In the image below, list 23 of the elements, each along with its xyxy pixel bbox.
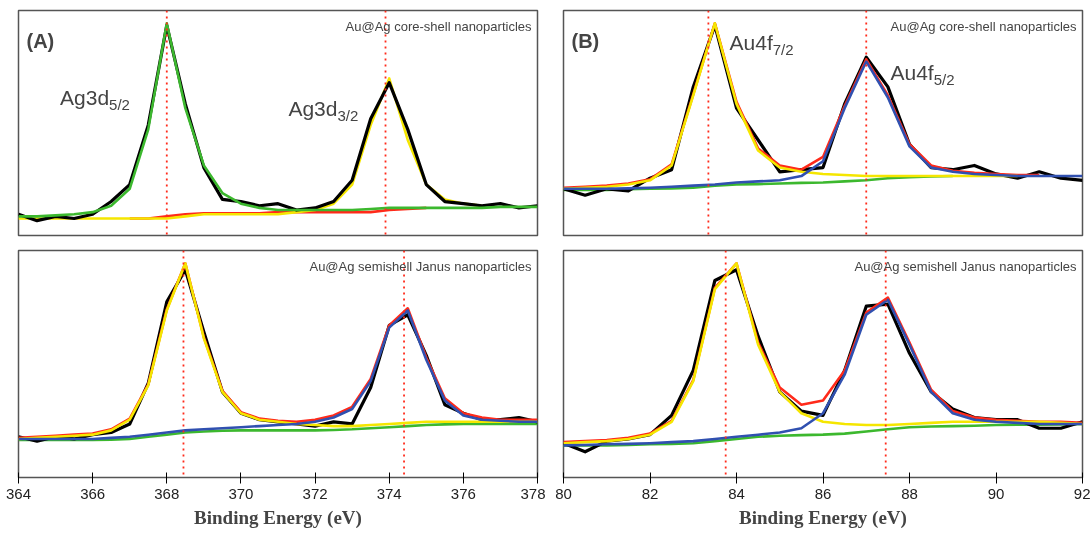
x-tick-label: 376: [450, 484, 476, 502]
annotation: Au@Ag core-shell nanoparticles: [890, 18, 1077, 34]
x-tick-label: 82: [641, 484, 659, 502]
x-tick-label: 80: [555, 484, 572, 502]
x-tick-label: 366: [80, 484, 106, 502]
x-tick-label: 92: [1073, 484, 1091, 502]
x-axis-title: Binding Energy (eV): [194, 506, 362, 529]
x-tick-label: 84: [728, 484, 745, 502]
x-tick-label: 364: [5, 484, 32, 502]
annotation: Au@Ag core-shell nanoparticles: [345, 18, 532, 34]
x-tick-label: 88: [901, 484, 918, 502]
annotation: Au@Ag semishell Janus nanoparticles: [309, 258, 532, 274]
x-axis-title: Binding Energy (eV): [739, 506, 907, 529]
x-tick-label: 368: [154, 484, 180, 502]
x-tick-label: 90: [987, 484, 1005, 502]
x-tick-label: 374: [376, 484, 402, 502]
annotation: Au@Ag semishell Janus nanoparticles: [854, 258, 1077, 274]
x-tick-label: 372: [302, 484, 328, 502]
x-tick-label: 370: [228, 484, 254, 502]
x-tick-label: 86: [814, 484, 832, 502]
annotation: (A): [26, 29, 55, 52]
annotation: (B): [571, 29, 600, 52]
x-tick-label: 378: [520, 484, 546, 502]
